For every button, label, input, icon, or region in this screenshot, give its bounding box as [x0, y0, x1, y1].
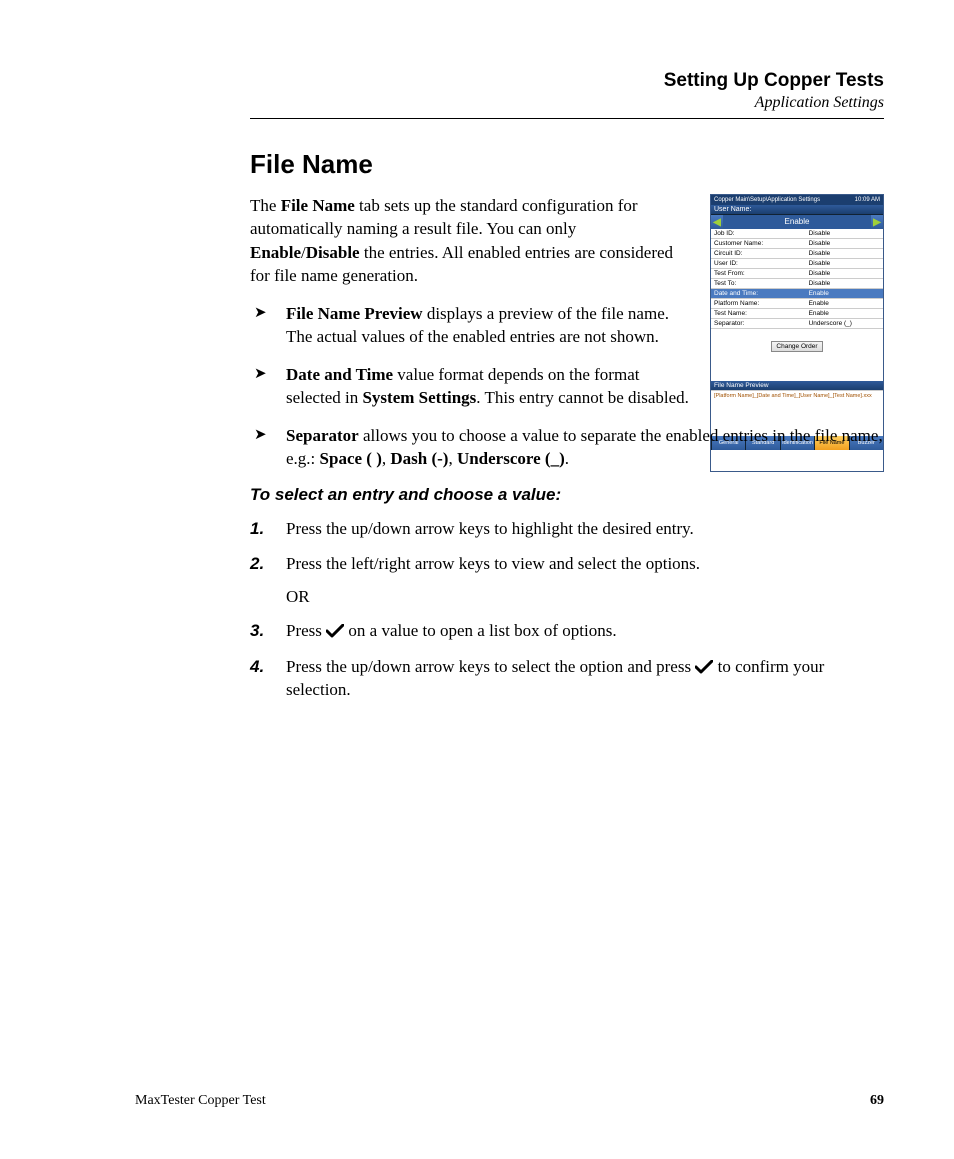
table-row: User ID:Disable — [711, 259, 883, 269]
procedure-heading: To select an entry and choose a value: — [250, 485, 884, 505]
intro-paragraph: The File Name tab sets up the standard c… — [250, 194, 690, 288]
separator-value: Underscore (_) — [806, 319, 883, 329]
button-row: Change Order — [711, 329, 883, 359]
page-footer: MaxTester Copper Test 69 — [135, 1093, 884, 1109]
bullet-separator: Separator allows you to choose a value t… — [250, 424, 884, 471]
page-header: Setting Up Copper Tests Application Sett… — [135, 70, 884, 112]
clock-text: 10:09 AM — [855, 197, 880, 203]
separator-row: Separator: Underscore (_) — [711, 319, 883, 329]
step-2: 2.Press the left/right arrow keys to vie… — [250, 552, 884, 575]
table-row: Test To:Disable — [711, 279, 883, 289]
breadcrumb-text: Copper Main\Setup\Application Settings — [714, 197, 820, 203]
separator-label: Separator: — [711, 319, 806, 329]
bullet-preview: File Name Preview displays a preview of … — [250, 302, 690, 349]
change-order-button: Change Order — [771, 341, 822, 352]
entries-table: Job ID:DisableCustomer Name:DisableCircu… — [711, 229, 883, 319]
field-label: User Name: — [711, 205, 883, 215]
table-row: Circuit ID:Disable — [711, 249, 883, 259]
header-title: Setting Up Copper Tests — [135, 70, 884, 92]
footer-product: MaxTester Copper Test — [135, 1093, 266, 1109]
header-subtitle: Application Settings — [135, 94, 884, 112]
selector-value: Enable — [723, 215, 871, 229]
table-row: Customer Name:Disable — [711, 239, 883, 249]
check-icon — [695, 660, 713, 674]
step-1: 1.Press the up/down arrow keys to highli… — [250, 517, 884, 540]
table-row: Job ID:Disable — [711, 229, 883, 239]
selector-row: ◀ Enable ▶ — [711, 215, 883, 229]
table-row: Platform Name:Enable — [711, 299, 883, 309]
check-icon — [326, 624, 344, 638]
screenshot-titlebar: Copper Main\Setup\Application Settings 1… — [711, 195, 883, 205]
preview-header: File Name Preview — [711, 381, 883, 390]
header-rule — [250, 118, 884, 119]
steps-list: 1.Press the up/down arrow keys to highli… — [250, 517, 884, 702]
bullet-datetime: Date and Time value format depends on th… — [250, 363, 690, 410]
arrow-right-icon: ▶ — [871, 217, 883, 228]
table-row: Test Name:Enable — [711, 309, 883, 319]
page-number: 69 — [870, 1093, 884, 1109]
step-4: 4.Press the up/down arrow keys to select… — [250, 655, 884, 702]
table-row: Test From:Disable — [711, 269, 883, 279]
section-title: File Name — [250, 149, 884, 180]
step-3: 3.Press on a value to open a list box of… — [250, 619, 884, 642]
step-or: OR — [250, 587, 884, 607]
table-row: Date and Time:Enable — [711, 289, 883, 299]
arrow-left-icon: ◀ — [711, 217, 723, 228]
